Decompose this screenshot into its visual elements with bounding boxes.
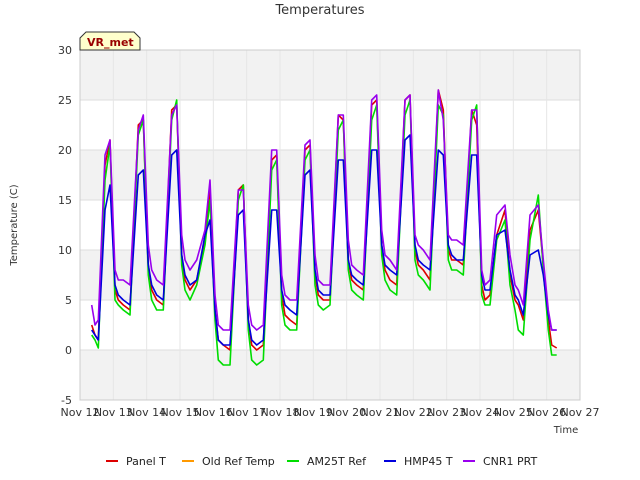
background-bands: [80, 50, 580, 400]
y-tick-label: 30: [58, 44, 72, 57]
y-tick-label: 25: [58, 94, 72, 107]
y-tick-label: 10: [58, 244, 72, 257]
legend-item: Panel T: [106, 455, 166, 468]
series-lines: [90, 89, 558, 366]
legend-label: HMP45 T: [404, 455, 453, 468]
x-tick-label: Nov 20: [327, 406, 366, 419]
x-tick-label: Nov 13: [94, 406, 133, 419]
legend: Panel T Old Ref Temp AM25T Ref HMP45 T CNR1 …: [106, 455, 538, 468]
background-band: [80, 350, 580, 400]
badge-shape: [79, 31, 141, 51]
y-axis-title: Temperature (C): [9, 184, 20, 266]
chart-title: Temperatures: [274, 3, 364, 18]
y-tick-label: 20: [58, 144, 72, 157]
y-tick-labels: -5 0 5 10 15 20 25 30: [58, 44, 72, 407]
x-tick-label: Nov 23: [427, 406, 466, 419]
legend-label: AM25T Ref: [307, 455, 367, 468]
background-band: [80, 50, 580, 100]
x-tick-label: Nov 14: [127, 406, 166, 419]
x-tick-label: Nov 17: [227, 406, 266, 419]
x-tick-label: Nov 15: [161, 406, 200, 419]
x-axis-title: Time: [553, 425, 578, 436]
x-tick-label: Nov 26: [527, 406, 566, 419]
legend-item: CNR1 PRT: [463, 455, 538, 468]
legend-item: AM25T Ref: [287, 455, 367, 468]
legend-item: HMP45 T: [384, 455, 453, 468]
legend-label: Old Ref Temp: [202, 455, 275, 468]
plot-frame: [79, 49, 581, 401]
x-tick-label: Nov 21: [361, 406, 400, 419]
x-tick-label: Nov 12: [61, 406, 100, 419]
x-tick-label: Nov 24: [461, 406, 500, 419]
y-tick-label: 15: [58, 194, 72, 207]
background-band: [80, 150, 580, 200]
x-tick-label: Nov 27: [561, 406, 600, 419]
x-tick-label: Nov 25: [494, 406, 533, 419]
y-tick-label: -5: [61, 394, 72, 407]
legend-item: Old Ref Temp: [182, 455, 275, 468]
y-tick-label: 5: [65, 294, 72, 307]
x-tick-label: Nov 22: [394, 406, 433, 419]
legend-label: CNR1 PRT: [483, 455, 538, 468]
x-tick-label: Nov 18: [261, 406, 300, 419]
legend-label: Panel T: [126, 455, 166, 468]
vr-met-badge: VR_met: [79, 31, 141, 51]
x-tick-label: Nov 19: [294, 406, 333, 419]
badge-label: VR_met: [87, 36, 134, 49]
plot-area: [80, 50, 580, 400]
x-tick-label: Nov 16: [194, 406, 233, 419]
series-line-cnr1-prt: [90, 89, 557, 331]
y-tick-label: 0: [65, 344, 72, 357]
